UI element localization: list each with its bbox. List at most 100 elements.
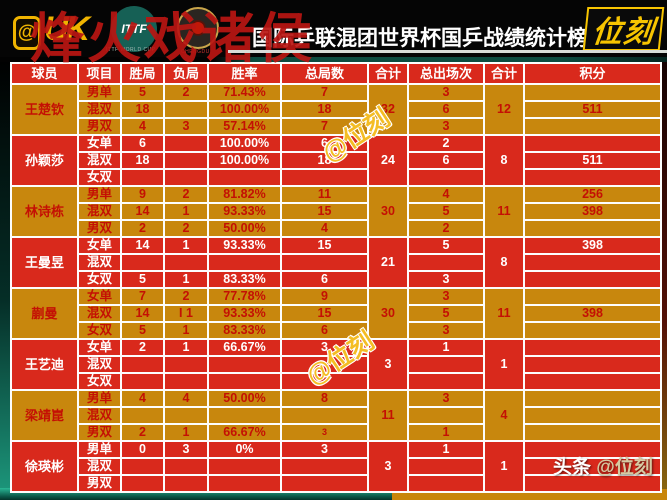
wins-cell: 2 xyxy=(120,423,165,442)
total-games-cell: 7 xyxy=(280,117,369,136)
appearances-cell: 5 xyxy=(407,236,485,255)
footer-watermark: 头条 @位刻 xyxy=(553,452,653,479)
footer-watermark-handle: @位刻 xyxy=(596,457,653,478)
event-cell: 男单 xyxy=(77,185,122,204)
appearances-sum-cell: 4 xyxy=(483,389,525,442)
appearances-cell: 1 xyxy=(407,423,485,442)
column-header-9: 积分 xyxy=(523,62,662,85)
wins-cell xyxy=(120,355,165,374)
event-cell: 女双 xyxy=(77,168,122,187)
player-name-cell: 王楚钦 xyxy=(10,83,79,136)
points-cell xyxy=(523,117,662,136)
event-cell: 男单 xyxy=(77,440,122,459)
win-rate-cell: 93.33% xyxy=(207,202,282,221)
header-divider-line xyxy=(228,50,667,53)
games-sum-cell: 21 xyxy=(367,236,409,289)
losses-cell xyxy=(163,151,209,170)
losses-cell xyxy=(163,372,209,391)
table-row: 王艺迪 女单 2 1 66.67% 3 3 1 1 xyxy=(10,338,662,391)
wins-cell xyxy=(120,253,165,272)
appearances-cell: 6 xyxy=(407,100,485,119)
wins-cell: 0 xyxy=(120,440,165,459)
event-cell: 混双 xyxy=(77,406,122,425)
appearances-cell: 3 xyxy=(407,287,485,306)
points-cell xyxy=(523,457,662,476)
losses-cell: 3 xyxy=(163,117,209,136)
column-header-0: 球员 xyxy=(10,62,79,85)
appearances-cell: 4 xyxy=(407,185,485,204)
event-cell: 混双 xyxy=(77,457,122,476)
brand-left-logo: UK xyxy=(44,10,90,48)
losses-cell xyxy=(163,168,209,187)
event-cell: 女单 xyxy=(77,236,122,255)
table-row: 混双 xyxy=(11,355,662,374)
points-cell xyxy=(523,83,662,102)
table-row: 梁靖崑 男单 4 4 50.00% 8 11 3 4 xyxy=(10,389,662,442)
wins-cell: 9 xyxy=(120,185,165,204)
points-cell xyxy=(523,355,662,374)
losses-cell: 1 xyxy=(163,270,209,289)
losses-cell xyxy=(163,474,209,493)
emblem-dot-icon xyxy=(192,22,204,34)
event-cell: 混双 xyxy=(77,253,122,272)
losses-cell: 1 xyxy=(163,338,209,357)
points-cell xyxy=(523,134,662,153)
player-name-cell: 林诗栋 xyxy=(10,185,79,238)
losses-cell: 1 xyxy=(163,202,209,221)
points-cell xyxy=(523,270,662,289)
total-games-cell xyxy=(280,406,369,425)
total-games-cell: 3 xyxy=(280,440,369,459)
event-cell: 混双 xyxy=(77,100,122,119)
column-header-5: 总局数 xyxy=(280,62,369,85)
points-cell xyxy=(523,287,662,306)
table-row: 女双 5 1 83.33% 6 3 xyxy=(11,321,662,340)
losses-cell xyxy=(163,253,209,272)
points-cell: 511 xyxy=(523,151,662,170)
losses-cell: 2 xyxy=(163,83,209,102)
games-sum-cell: 32 xyxy=(367,83,409,136)
points-cell xyxy=(523,168,662,187)
wins-cell: 4 xyxy=(120,117,165,136)
table-row: 混双 14 1 93.33% 15 5 398 xyxy=(11,202,662,221)
losses-cell: I 1 xyxy=(163,304,209,323)
win-rate-cell: 93.33% xyxy=(207,304,282,323)
wins-cell xyxy=(120,372,165,391)
total-games-cell: 18 xyxy=(280,151,369,170)
appearances-sum-cell: 11 xyxy=(483,287,525,340)
table-header: 球员 项目 胜局 负局 胜率 总局数 合计 总出场次 合计 积分 xyxy=(10,62,662,85)
appearances-cell: 2 xyxy=(407,219,485,238)
appearances-cell: 3 xyxy=(407,389,485,408)
appearances-sum-cell: 11 xyxy=(483,185,525,238)
win-rate-cell xyxy=(207,474,282,493)
red-calligraphy-watermark: 烽火戏诸侯 xyxy=(30,6,315,70)
appearances-cell xyxy=(407,474,485,493)
points-cell xyxy=(523,389,662,408)
wins-cell: 18 xyxy=(120,100,165,119)
player-name-cell: 王艺迪 xyxy=(10,338,79,391)
appearances-cell: 3 xyxy=(407,117,485,136)
losses-cell xyxy=(163,355,209,374)
points-cell xyxy=(523,440,662,459)
event-cell: 女单 xyxy=(77,287,122,306)
total-games-cell xyxy=(280,372,369,391)
appearances-cell: 5 xyxy=(407,202,485,221)
table-row: 蒯曼 女单 7 2 77.78% 9 30 3 11 xyxy=(10,287,662,340)
left-margin-gradient xyxy=(0,57,10,500)
table-row: 王曼昱 女单 14 1 93.33% 15 21 5 8 398 xyxy=(10,236,662,289)
wins-cell: 14 xyxy=(120,202,165,221)
total-games-cell xyxy=(280,253,369,272)
losses-cell xyxy=(163,100,209,119)
table-row: 混双 xyxy=(11,457,662,476)
table-row: 混双 18 100.00% 18 6 511 xyxy=(11,100,662,119)
win-rate-cell: 83.33% xyxy=(207,321,282,340)
losses-cell: 1 xyxy=(163,321,209,340)
games-sum-cell: 30 xyxy=(367,287,409,340)
win-rate-cell: 81.82% xyxy=(207,185,282,204)
bottom-gold-band xyxy=(392,489,667,500)
wins-cell xyxy=(120,168,165,187)
losses-cell: 2 xyxy=(163,287,209,306)
win-rate-cell: 100.00% xyxy=(207,100,282,119)
event-cell: 女双 xyxy=(77,321,122,340)
total-games-cell: 6 xyxy=(280,270,369,289)
table-row: 孙颖莎 女单 6 100.00% 6 24 2 8 xyxy=(10,134,662,187)
